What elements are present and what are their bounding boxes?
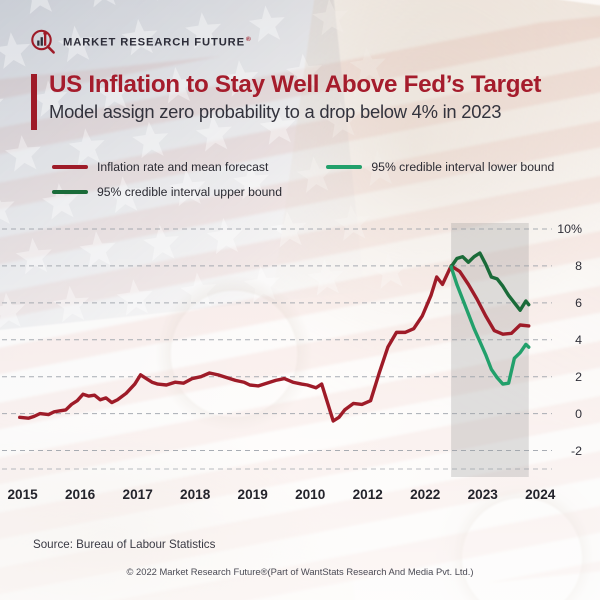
legend-swatch-upper-bound xyxy=(52,190,88,194)
y-axis-tick-label: 4 xyxy=(575,332,582,347)
legend-row-2: 95% credible interval upper bound xyxy=(52,185,582,199)
series-line xyxy=(18,264,531,423)
y-axis-tick-label: 2 xyxy=(575,369,582,384)
chart-legend: Inflation rate and mean forecast 95% cre… xyxy=(52,160,582,210)
chart-area: 10% 8 6 4 2 0 -2 2015 2016 2017 2018 2019 2010 2012 2… xyxy=(0,215,600,515)
legend-item-inflation-rate[interactable]: Inflation rate and mean forecast xyxy=(52,160,268,174)
x-axis-tick-label: 2023 xyxy=(467,487,498,502)
x-axis-tick-label: 2017 xyxy=(122,487,153,502)
line-chart-plot xyxy=(2,223,552,483)
x-axis-tick-label: 2012 xyxy=(352,487,383,502)
y-axis-tick-label: 8 xyxy=(575,258,582,273)
brand-logo-wordmark: MARKET RESEARCH FUTURE xyxy=(63,36,246,49)
legend-label-lower-bound: 95% credible interval lower bound xyxy=(371,160,555,174)
x-axis-tick-label: 2016 xyxy=(65,487,96,502)
brand-logo[interactable]: MARKET RESEARCH FUTURE® xyxy=(30,29,252,55)
y-axis-tick-label: -2 xyxy=(570,443,582,458)
registered-trademark-icon: ® xyxy=(246,35,252,43)
copyright-note: © 2022 Market Research Future®(Part of W… xyxy=(126,566,474,577)
legend-row-1: Inflation rate and mean forecast 95% cre… xyxy=(52,160,582,174)
x-axis: 2015 2016 2017 2018 2019 2010 2012 2022 2023 2024 xyxy=(0,477,600,507)
x-axis-tick-label: 2018 xyxy=(180,487,211,502)
y-axis: 10% 8 6 4 2 0 -2 xyxy=(546,215,590,477)
legend-item-upper-bound[interactable]: 95% credible interval upper bound xyxy=(52,185,282,199)
page-subtitle: Model assign zero probability to a drop … xyxy=(49,101,502,123)
title-accent-bar xyxy=(31,74,37,130)
x-axis-tick-label: 2010 xyxy=(295,487,326,502)
y-axis-tick-label: 6 xyxy=(575,295,582,310)
legend-swatch-inflation-rate xyxy=(52,165,88,169)
x-axis-tick-label: 2024 xyxy=(525,487,556,502)
forecast-band xyxy=(451,223,529,483)
source-note: Source: Bureau of Labour Statistics xyxy=(33,538,216,551)
title-block: US Inflation to Stay Well Above Fed’s Ta… xyxy=(31,71,576,130)
x-axis-tick-label: 2022 xyxy=(410,487,441,502)
legend-label-upper-bound: 95% credible interval upper bound xyxy=(97,185,282,199)
y-axis-tick-label: 0 xyxy=(575,406,582,421)
legend-label-inflation-rate: Inflation rate and mean forecast xyxy=(97,160,269,174)
page-title: US Inflation to Stay Well Above Fed’s Ta… xyxy=(49,71,542,98)
y-axis-tick-label: 10% xyxy=(557,222,582,236)
brand-logo-text: MARKET RESEARCH FUTURE® xyxy=(63,36,252,49)
magnifier-bar-chart-icon xyxy=(30,29,56,55)
x-axis-tick-label: 2019 xyxy=(237,487,268,502)
x-axis-tick-label: 2015 xyxy=(7,487,38,502)
legend-swatch-lower-bound xyxy=(326,165,363,169)
series-line xyxy=(449,265,531,386)
legend-item-lower-bound[interactable]: 95% credible interval lower bound xyxy=(326,160,554,174)
series-line xyxy=(449,251,531,312)
